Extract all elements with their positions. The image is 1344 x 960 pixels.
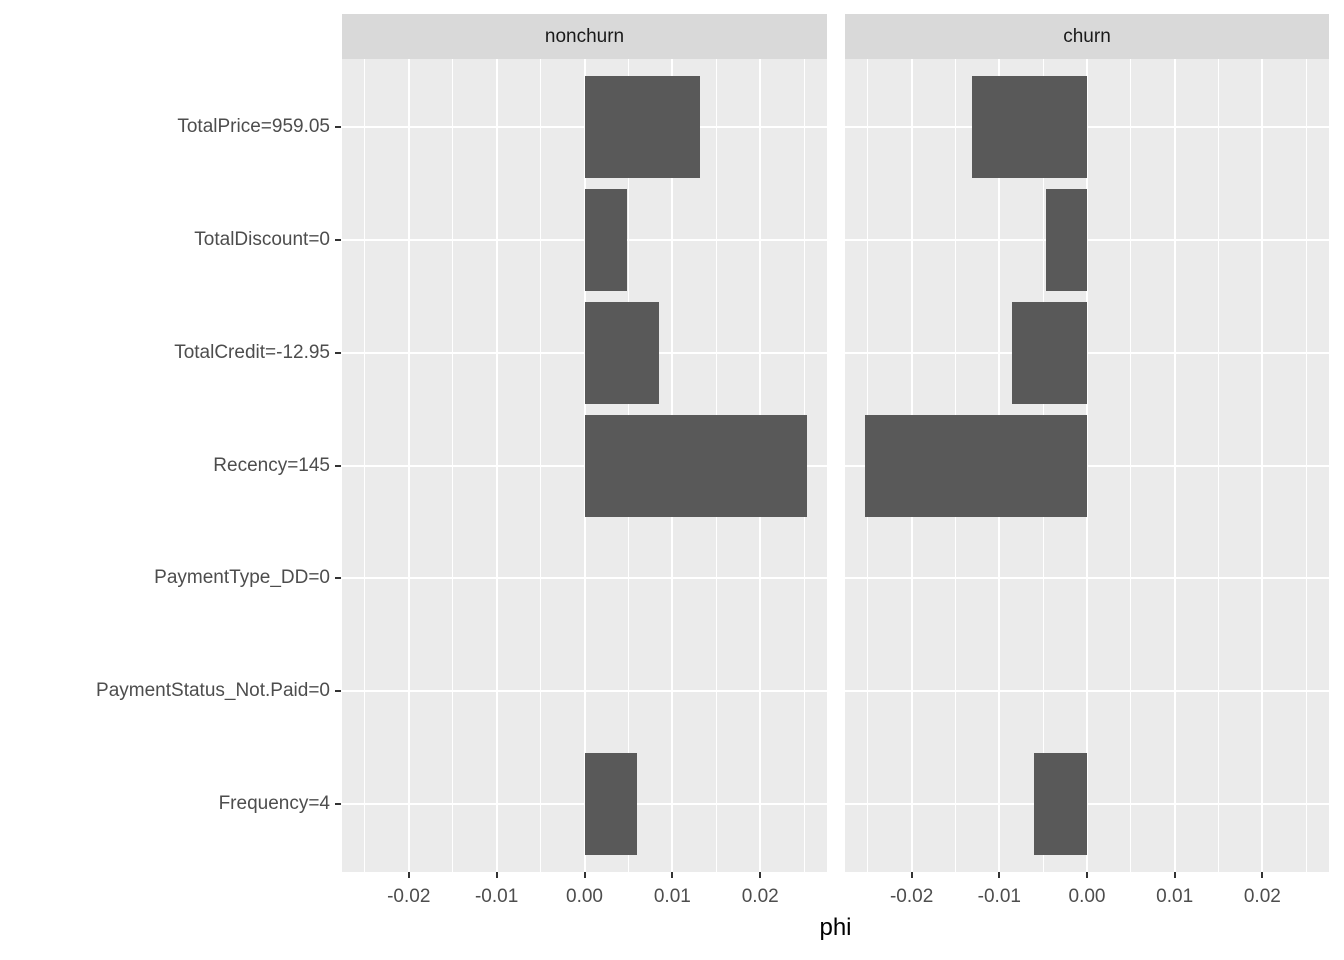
- y-tick-mark: [335, 577, 341, 580]
- major-gridline: [845, 577, 1329, 580]
- facet-panel-churn: [845, 59, 1329, 872]
- major-gridline: [342, 577, 827, 580]
- x-tick-mark: [407, 872, 410, 878]
- x-tick-mark: [910, 872, 913, 878]
- x-tick-mark: [495, 872, 498, 878]
- y-category-label: TotalPrice=959.05: [177, 115, 330, 137]
- major-gridline: [845, 351, 1329, 354]
- x-tick-label: 0.00: [1068, 886, 1106, 907]
- x-tick-label: 0.01: [1156, 886, 1194, 907]
- bar-churn-2: [1045, 188, 1087, 291]
- facet-panel-nonchurn: [342, 59, 827, 872]
- major-gridline: [845, 464, 1329, 467]
- y-tick-mark: [335, 690, 341, 693]
- y-tick-mark: [335, 803, 341, 806]
- x-tick-label: -0.02: [889, 886, 934, 907]
- bar-nonchurn-3: [584, 301, 660, 404]
- bar-nonchurn-4: [584, 414, 807, 517]
- y-category-label: TotalCredit=-12.95: [174, 341, 330, 363]
- major-gridline: [845, 238, 1329, 241]
- x-tick-label: 0.02: [1243, 886, 1281, 907]
- y-category-label: PaymentType_DD=0: [154, 567, 330, 589]
- major-gridline: [342, 690, 827, 693]
- facet-strip-label-nonchurn: nonchurn: [544, 25, 625, 47]
- bar-nonchurn-1: [584, 75, 700, 178]
- x-axis-title: phi: [819, 914, 852, 941]
- bar-nonchurn-7: [584, 753, 638, 856]
- facet-strip-label-churn: churn: [1063, 25, 1111, 47]
- x-tick-mark: [583, 872, 586, 878]
- y-category-label: TotalDiscount=0: [194, 228, 330, 250]
- bar-churn-7: [1034, 753, 1087, 856]
- y-tick-mark: [335, 238, 341, 241]
- y-tick-mark: [335, 464, 341, 467]
- y-category-label: Frequency=4: [218, 793, 330, 815]
- y-category-label: Recency=145: [213, 454, 330, 476]
- x-tick-label: -0.01: [977, 886, 1021, 907]
- bar-churn-4: [865, 414, 1087, 517]
- x-tick-label: 0.01: [653, 886, 691, 907]
- major-gridline: [845, 690, 1329, 693]
- x-tick-label: -0.01: [474, 886, 519, 907]
- x-tick-mark: [1261, 872, 1264, 878]
- x-tick-mark: [759, 872, 762, 878]
- facet-strip-nonchurn: nonchurn: [342, 14, 827, 59]
- y-category-label: PaymentStatus_Not.Paid=0: [96, 680, 330, 702]
- y-tick-mark: [335, 125, 341, 128]
- x-tick-mark: [1086, 872, 1088, 878]
- x-tick-mark: [1173, 872, 1176, 878]
- x-tick-mark: [998, 872, 1001, 878]
- major-gridline: [845, 125, 1329, 128]
- x-tick-label: -0.02: [387, 886, 431, 907]
- major-gridline: [845, 803, 1329, 806]
- x-tick-label: 0.00: [566, 886, 603, 907]
- y-tick-mark: [335, 351, 341, 354]
- facet-strip-churn: churn: [845, 14, 1329, 59]
- bar-churn-1: [972, 75, 1087, 178]
- x-tick-label: 0.02: [741, 886, 779, 907]
- bar-churn-3: [1012, 301, 1087, 404]
- bar-nonchurn-2: [584, 188, 627, 291]
- x-tick-mark: [671, 872, 674, 878]
